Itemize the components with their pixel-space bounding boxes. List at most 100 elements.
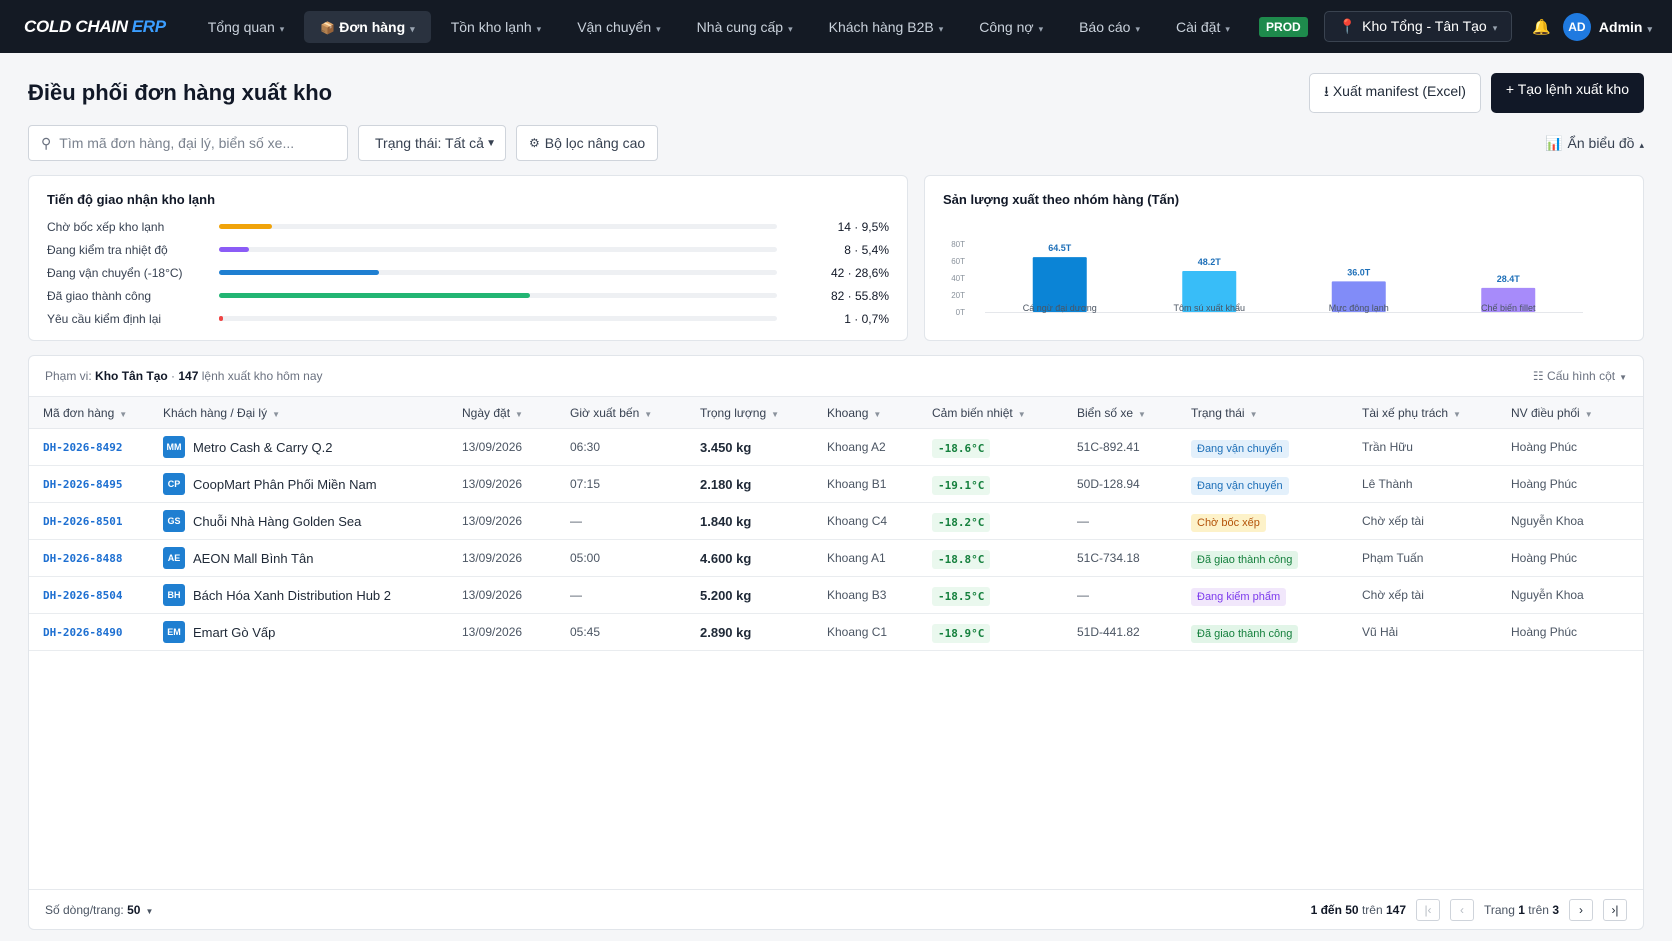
column-header[interactable]: Giờ xuất bến ▼ <box>570 397 700 429</box>
progress-value: 82 · 55.8% <box>830 288 889 303</box>
temperature-cell: -18.5°C <box>932 577 1077 614</box>
sort-icon[interactable]: ▼ <box>1249 409 1258 419</box>
column-header-label: Tài xế phụ trách <box>1362 405 1449 420</box>
x-tick-label: Chế biến fillet <box>1481 303 1536 313</box>
column-header-label: Ngày đặt <box>462 405 511 420</box>
prev-page-button[interactable]: ‹ <box>1450 898 1474 921</box>
weight: 1.840 kg <box>700 513 752 529</box>
table-row[interactable]: DH-2026-8492 MM Metro Cash & Carry Q.2 13/0… <box>29 429 1643 466</box>
export-manifest-button[interactable]: ⭳ Xuất manifest (Excel) <box>1309 72 1481 113</box>
dispatcher: Hoàng Phúc <box>1511 477 1578 491</box>
column-header-label: Khách hàng / Đại lý <box>163 405 268 420</box>
rows-per-page-select[interactable]: Số dòng/trang: 50 ▼ <box>45 902 154 917</box>
status-badge: Chờ bốc xếp <box>1191 513 1266 532</box>
sort-icon[interactable]: ▼ <box>644 409 653 419</box>
bay: Khoang A2 <box>827 440 886 454</box>
sort-icon[interactable]: ▼ <box>119 409 128 419</box>
search-input[interactable]: ⚲ Tìm mã đơn hàng, đại lý, biển số xe... <box>28 125 348 161</box>
first-page-button[interactable]: |‹ <box>1416 898 1440 921</box>
column-header[interactable]: Biển số xe ▼ <box>1077 397 1191 429</box>
page-title: Điều phối đơn hàng xuất kho <box>28 79 333 105</box>
temperature-badge: -18.9°C <box>932 623 991 643</box>
order-id-link[interactable]: DH-2026-8490 <box>43 625 123 639</box>
sort-icon[interactable]: ▼ <box>1017 409 1026 419</box>
column-config-button[interactable]: ☷ Cấu hình cột ▼ <box>1532 369 1627 383</box>
advanced-filter-button[interactable]: ⚙ Bộ lọc nâng cao <box>516 125 659 161</box>
table-row[interactable]: DH-2026-8501 GS Chuỗi Nhà Hàng Golden Sea 1… <box>29 503 1643 540</box>
temperature-badge: -18.6°C <box>932 438 991 458</box>
driver: Chờ xếp tài <box>1362 588 1424 602</box>
order-id-link[interactable]: DH-2026-8495 <box>43 477 123 491</box>
warehouse-selector[interactable]: 📍 Kho Tổng - Tân Tạo ▾ <box>1323 11 1513 42</box>
orders-table-card: Phạm vi: Kho Tân Tạo · 147 lệnh xuất kho… <box>28 355 1644 930</box>
column-header[interactable]: Khách hàng / Đại lý ▼ <box>163 397 462 429</box>
table-row[interactable]: DH-2026-8488 AE AEON Mall Bình Tân 13/09/20… <box>29 540 1643 577</box>
order-date: 13/09/2026 <box>462 551 523 565</box>
sort-icon[interactable]: ▼ <box>873 409 882 419</box>
column-header[interactable]: Trạng thái ▼ <box>1191 397 1362 429</box>
table-row[interactable]: DH-2026-8504 BH Bách Hóa Xanh Distribution… <box>29 577 1643 614</box>
nav-item-khach-hang-b2b[interactable]: Khách hàng B2B ▾ <box>828 18 944 35</box>
column-header-label: Trọng lượng <box>700 405 767 420</box>
nav-item-cong-no[interactable]: Công nợ ▾ <box>979 18 1044 35</box>
nav-item-van-chuyen[interactable]: Vận chuyển ▾ <box>577 18 661 35</box>
order-id-link[interactable]: DH-2026-8492 <box>43 440 123 454</box>
plate-number: 51C-892.41 <box>1077 440 1140 454</box>
nav-item-don-hang[interactable]: 📦 Đơn hàng ▾ <box>304 10 431 43</box>
progress-row: Chờ bốc xếp kho lạnh 14 · 9,5% <box>47 215 889 238</box>
nav-item-nha-cung-cap[interactable]: Nhà cung cấp ▾ <box>696 18 793 35</box>
app-logo[interactable]: COLD CHAIN ERP <box>24 16 166 36</box>
status-select[interactable]: Trạng thái: Tất cả ▼ <box>358 125 506 161</box>
bay: Khoang C4 <box>827 514 888 528</box>
progress-label: Đã giao thành công <box>47 288 152 303</box>
last-page-icon: ›| <box>1611 902 1619 917</box>
chart-icon: 📊 <box>1545 134 1563 151</box>
column-header[interactable]: Tài xế phụ trách ▼ <box>1362 397 1511 429</box>
column-header[interactable]: Trọng lượng ▼ <box>700 397 827 429</box>
column-header[interactable]: Mã đơn hàng ▼ <box>29 397 163 429</box>
column-header-label: Giờ xuất bến <box>570 405 640 420</box>
order-id-link[interactable]: DH-2026-8501 <box>43 514 123 528</box>
sort-icon[interactable]: ▼ <box>515 409 523 419</box>
customer-avatar: AE <box>163 547 185 569</box>
column-header[interactable]: Cảm biến nhiệt ▼ <box>932 397 1077 429</box>
create-order-button[interactable]: + Tạo lệnh xuất kho <box>1490 72 1644 113</box>
order-id-link[interactable]: DH-2026-8488 <box>43 551 123 565</box>
status-cell: Chờ bốc xếp <box>1191 503 1362 540</box>
bell-icon[interactable]: 🔔 <box>1532 18 1551 36</box>
column-header[interactable]: Khoang ▼ <box>827 397 932 429</box>
user-menu[interactable]: Admin ▾ <box>1598 18 1652 35</box>
order-id-link[interactable]: DH-2026-8504 <box>43 588 123 602</box>
chevron-right-icon: › <box>1579 902 1583 917</box>
bay: Khoang B3 <box>827 588 887 602</box>
nav-item-ton-kho-lanh[interactable]: Tồn kho lạnh ▾ <box>450 18 542 35</box>
column-header[interactable]: Ngày đặt ▼ <box>462 397 570 429</box>
customer-name: Chuỗi Nhà Hàng Golden Sea <box>193 513 362 529</box>
nav-item-cai-dat[interactable]: Cài đặt ▾ <box>1176 18 1230 35</box>
nav-item-bao-cao[interactable]: Báo cáo ▾ <box>1079 18 1140 35</box>
customer-name: Emart Gò Vấp <box>193 624 276 640</box>
last-page-button[interactable]: ›| <box>1603 898 1627 921</box>
delivery-progress-card: Tiến độ giao nhận kho lạnh Chờ bốc xếp k… <box>28 175 908 341</box>
filter-bar: ⚲ Tìm mã đơn hàng, đại lý, biển số xe... … <box>0 125 1672 161</box>
next-page-button[interactable]: › <box>1569 898 1593 921</box>
column-header[interactable]: NV điều phối ▼ <box>1511 397 1643 429</box>
sort-icon[interactable]: ▼ <box>272 409 280 419</box>
driver: Chờ xếp tài <box>1362 514 1424 528</box>
customer-avatar: CP <box>163 473 185 495</box>
sort-icon[interactable]: ▼ <box>1453 409 1461 419</box>
hide-chart-toggle[interactable]: 📊 Ẩn biểu đồ ▴ <box>1545 134 1644 151</box>
sort-icon[interactable]: ▼ <box>771 409 780 419</box>
volume-chart-card: Sản lượng xuất theo nhóm hàng (Tấn) 0T 20… <box>924 175 1644 341</box>
departure-time: 05:45 <box>570 625 601 639</box>
chevron-down-icon: ▾ <box>938 23 944 34</box>
progress-fill <box>219 247 250 252</box>
nav-item-tong-quan[interactable]: Tổng quan ▾ <box>207 18 285 35</box>
sort-icon[interactable]: ▼ <box>1138 409 1146 419</box>
sort-icon[interactable]: ▼ <box>1584 409 1593 419</box>
table-row[interactable]: DH-2026-8495 CP CoopMart Phân Phối Miền Na… <box>29 466 1643 503</box>
table-row[interactable]: DH-2026-8490 EM Emart Gò Vấp 13/09/2026 05:4… <box>29 614 1643 651</box>
avatar[interactable]: AD <box>1562 12 1591 41</box>
location-pin-icon: 📍 <box>1338 18 1357 34</box>
y-tick-label: 0T <box>956 308 965 317</box>
